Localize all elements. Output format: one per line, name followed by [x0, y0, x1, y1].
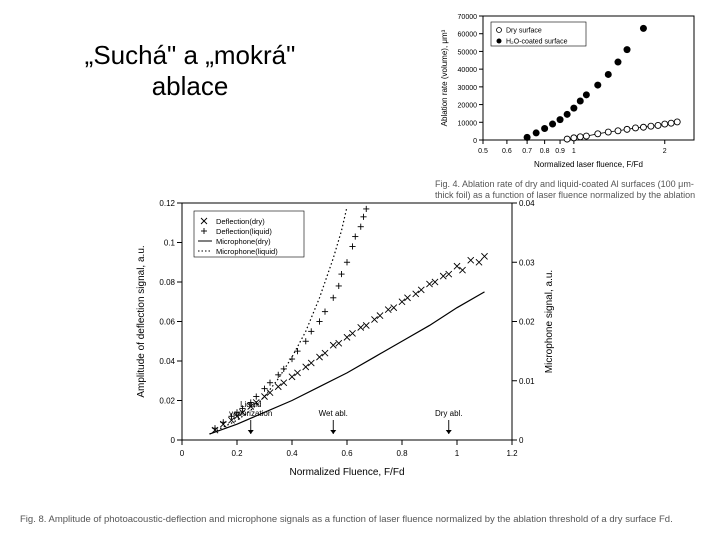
page-title: „Suchá" a „mokrá" ablace [50, 40, 330, 102]
svg-text:1: 1 [572, 148, 576, 155]
figure-8: 0 0.02 0.04 0.06 0.08 0.1 0.12 0 0.01 0.02 0.03 0.0… [130, 195, 560, 485]
svg-text:2: 2 [663, 148, 667, 155]
svg-text:50000: 50000 [458, 49, 478, 56]
svg-text:0: 0 [473, 138, 477, 145]
svg-text:0.7: 0.7 [522, 148, 532, 155]
svg-text:Deflection(liquid): Deflection(liquid) [216, 227, 272, 236]
svg-text:0: 0 [519, 436, 524, 445]
svg-text:0.8: 0.8 [396, 449, 408, 458]
figure-4: 0 10000 20000 30000 40000 50000 60000 70000 0.5 0… [435, 10, 700, 201]
svg-text:1.2: 1.2 [506, 449, 518, 458]
svg-text:1: 1 [455, 449, 460, 458]
svg-text:0.06: 0.06 [159, 318, 175, 327]
fig8-chart: 0 0.02 0.04 0.06 0.08 0.1 0.12 0 0.01 0.02 0.03 0.0… [130, 195, 560, 480]
svg-text:0.6: 0.6 [341, 449, 353, 458]
svg-text:0: 0 [171, 436, 176, 445]
fig4-chart: 0 10000 20000 30000 40000 50000 60000 70000 0.5 0… [435, 10, 700, 170]
svg-text:0.02: 0.02 [159, 397, 175, 406]
svg-text:0.6: 0.6 [502, 148, 512, 155]
svg-text:Liquid: Liquid [240, 400, 261, 409]
svg-text:Normalized Fluence, F/Fd: Normalized Fluence, F/Fd [289, 467, 404, 478]
svg-text:Deflection(dry): Deflection(dry) [216, 217, 265, 226]
svg-text:0.8: 0.8 [540, 148, 550, 155]
svg-text:Dry surface: Dry surface [506, 28, 542, 35]
svg-text:0.01: 0.01 [519, 377, 535, 386]
svg-text:60000: 60000 [458, 32, 478, 39]
svg-text:10000: 10000 [458, 120, 478, 127]
svg-text:0.1: 0.1 [164, 239, 176, 248]
fig8-caption: Fig. 8. Amplitude of photoacoustic-defle… [20, 514, 700, 525]
svg-text:0.9: 0.9 [555, 148, 565, 155]
svg-text:0.12: 0.12 [159, 199, 175, 208]
svg-text:70000: 70000 [458, 14, 478, 21]
svg-text:Amplitude of deflection signal: Amplitude of deflection signal, a.u. [136, 245, 147, 397]
svg-text:H₂O-coated surface: H₂O-coated surface [506, 39, 568, 46]
svg-text:0.03: 0.03 [519, 258, 535, 267]
svg-text:0: 0 [180, 449, 185, 458]
svg-text:Ablation rate (volume), μm³: Ablation rate (volume), μm³ [440, 29, 449, 126]
svg-text:Microphone signal, a.u.: Microphone signal, a.u. [544, 270, 555, 373]
svg-text:Microphone(dry): Microphone(dry) [216, 237, 271, 246]
svg-text:0.2: 0.2 [231, 449, 243, 458]
svg-text:Dry abl.: Dry abl. [435, 409, 463, 418]
svg-text:0.08: 0.08 [159, 278, 175, 287]
title-line1: „Suchá" a „mokrá" [85, 40, 296, 70]
svg-text:0.5: 0.5 [478, 148, 488, 155]
title-line2: ablace [152, 71, 229, 101]
svg-text:0.04: 0.04 [159, 357, 175, 366]
svg-text:30000: 30000 [458, 85, 478, 92]
svg-text:0.4: 0.4 [286, 449, 298, 458]
svg-text:20000: 20000 [458, 103, 478, 110]
svg-text:Normalized laser fluence, F/Fd: Normalized laser fluence, F/Fd [534, 160, 643, 169]
svg-text:vaporization: vaporization [229, 409, 272, 418]
svg-text:0.04: 0.04 [519, 199, 535, 208]
svg-text:Microphone(liquid): Microphone(liquid) [216, 247, 278, 256]
svg-text:0.02: 0.02 [519, 318, 535, 327]
svg-text:Wet abl.: Wet abl. [319, 409, 348, 418]
svg-text:40000: 40000 [458, 67, 478, 74]
